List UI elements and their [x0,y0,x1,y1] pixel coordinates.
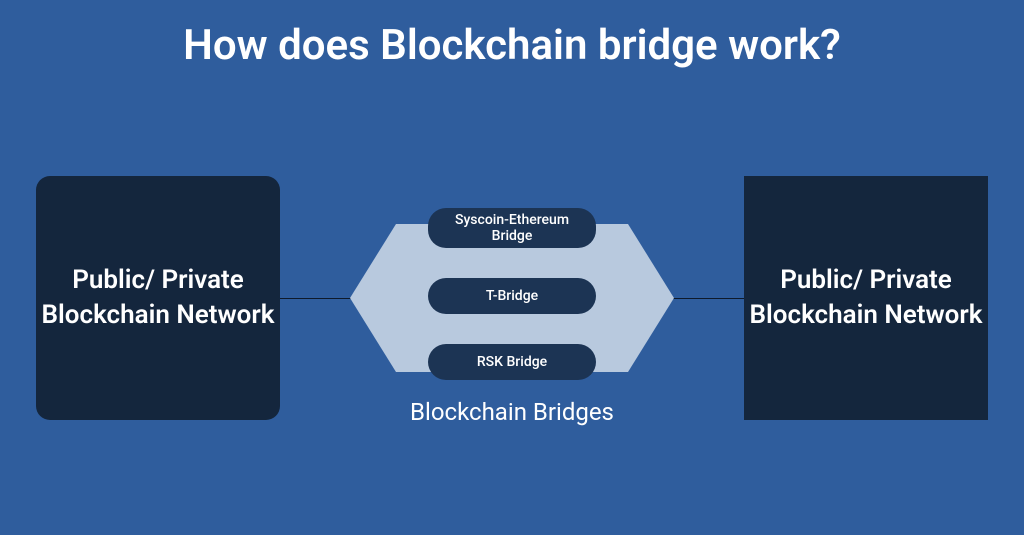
bridges-section-label: Blockchain Bridges [400,398,624,426]
right-network-box: Public/ Private Blockchain Network [744,176,988,420]
right-network-label: Public/ Private Blockchain Network [744,263,988,333]
diagram-canvas: How does Blockchain bridge work? Public/… [0,0,1024,535]
connector-left [280,298,354,299]
bridge-pill-label: RSK Bridge [477,354,547,370]
bridge-pill-label: T-Bridge [486,288,538,304]
bridge-pill-syscoin: Syscoin-Ethereum Bridge [428,208,596,248]
left-network-box: Public/ Private Blockchain Network [36,176,280,420]
bridge-pill-tbridge: T-Bridge [428,278,596,314]
bridge-pill-rsk: RSK Bridge [428,344,596,380]
connector-right [670,298,744,299]
left-network-label: Public/ Private Blockchain Network [36,263,280,333]
bridge-pill-label: Syscoin-Ethereum Bridge [442,212,582,244]
page-title: How does Blockchain bridge work? [0,22,1024,70]
